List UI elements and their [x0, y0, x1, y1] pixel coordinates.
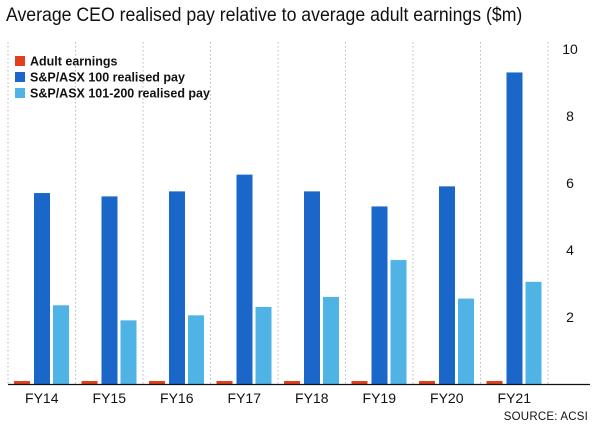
- bar-adult-earnings-fy21: [486, 381, 503, 384]
- bar-s-p-asx-101-200-realised-pay-fy17: [255, 306, 272, 384]
- x-tick-label: FY19: [363, 390, 397, 406]
- bar-s-p-asx-100-realised-pay-fy21: [506, 72, 523, 384]
- legend-label: Adult earnings: [30, 55, 118, 69]
- y-axis-ticks: 2 4 6 8 10: [562, 41, 578, 325]
- legend-swatch: [15, 72, 25, 82]
- y-tick-label: 6: [566, 175, 574, 191]
- x-tick-label: FY16: [160, 390, 194, 406]
- bar-adult-earnings-fy14: [14, 381, 30, 384]
- legend-swatch: [15, 88, 25, 98]
- bar-adult-earnings-fy17: [216, 381, 233, 384]
- bar-s-p-asx-101-200-realised-pay-fy20: [458, 298, 474, 384]
- x-tick-label: FY21: [498, 390, 532, 406]
- bar-s-p-asx-100-realised-pay-fy15: [101, 196, 118, 384]
- bar-s-p-asx-101-200-realised-pay-fy14: [53, 305, 69, 384]
- y-tick-label: 8: [566, 108, 574, 124]
- bar-s-p-asx-101-200-realised-pay-fy16: [188, 315, 204, 384]
- x-tick-label: FY15: [93, 390, 127, 406]
- legend-swatch: [15, 56, 25, 66]
- y-tick-label: 10: [562, 41, 578, 57]
- chart-title: Average CEO realised pay relative to ave…: [6, 5, 523, 26]
- x-tick-label: FY14: [25, 390, 59, 406]
- bar-s-p-asx-100-realised-pay-fy19: [371, 206, 388, 384]
- legend-label: S&P/ASX 100 realised pay: [30, 71, 185, 85]
- bar-adult-earnings-fy19: [351, 381, 368, 384]
- legend-label: S&P/ASX 101-200 realised pay: [30, 87, 210, 101]
- bar-adult-earnings-fy16: [149, 381, 165, 384]
- bar-adult-earnings-fy15: [81, 381, 98, 384]
- bar-s-p-asx-101-200-realised-pay-fy21: [525, 281, 542, 384]
- bar-s-p-asx-100-realised-pay-fy16: [169, 191, 185, 384]
- x-tick-label: FY17: [228, 390, 262, 406]
- bar-s-p-asx-100-realised-pay-fy17: [236, 174, 253, 384]
- bars: [14, 72, 542, 384]
- grid-lines: [7, 42, 549, 384]
- x-tick-label: FY18: [295, 390, 329, 406]
- bar-s-p-asx-100-realised-pay-fy20: [439, 186, 455, 384]
- x-tick-label: FY20: [430, 390, 464, 406]
- bar-adult-earnings-fy20: [419, 381, 435, 384]
- bar-s-p-asx-100-realised-pay-fy14: [34, 193, 50, 384]
- bar-adult-earnings-fy18: [284, 381, 300, 384]
- x-axis-ticks: FY14 FY15 FY16 FY17 FY18 FY19 FY20 FY21: [25, 390, 531, 406]
- y-tick-label: 4: [566, 242, 574, 258]
- bar-s-p-asx-101-200-realised-pay-fy19: [390, 260, 407, 384]
- source-note: SOURCE: ACSI: [503, 411, 588, 423]
- legend: Adult earnings S&P/ASX 100 realised pay S&…: [15, 55, 210, 101]
- bar-s-p-asx-101-200-realised-pay-fy18: [323, 296, 339, 384]
- bar-s-p-asx-101-200-realised-pay-fy15: [120, 320, 137, 384]
- bar-s-p-asx-100-realised-pay-fy18: [304, 191, 320, 384]
- y-tick-label: 2: [566, 309, 574, 325]
